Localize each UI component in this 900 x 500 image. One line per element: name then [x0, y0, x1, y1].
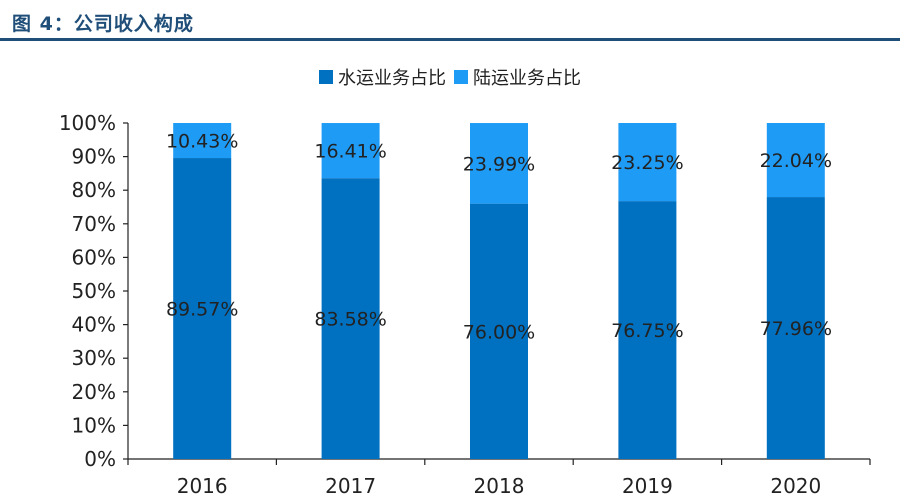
title-divider: [0, 38, 900, 41]
figure-header: 图 4：公司收入构成: [0, 0, 900, 41]
data-label-water-2019: 76.75%: [611, 320, 683, 342]
bar-land-2018: [470, 123, 528, 204]
bar-land-2016: [173, 123, 232, 159]
y-tick-label: 40%: [72, 313, 116, 337]
y-tick-label: 60%: [72, 245, 116, 269]
bar-water-2019: [618, 201, 677, 459]
y-tick-label: 70%: [72, 212, 116, 236]
y-tick-label: 100%: [59, 111, 116, 135]
legend-label-land: 陆运业务占比: [473, 68, 581, 89]
data-label-water-2020: 77.96%: [760, 318, 832, 340]
x-tick-label: 2019: [622, 474, 673, 498]
y-tick-label: 0%: [84, 447, 116, 471]
legend-item-water: 水运业务占比: [319, 64, 446, 90]
y-tick-label: 30%: [72, 346, 116, 370]
legend-label-water: 水运业务占比: [338, 68, 446, 89]
x-tick-label: 2017: [325, 474, 376, 498]
data-label-land-2016: 10.43%: [166, 131, 238, 153]
chart-legend: 水运业务占比 陆运业务占比: [0, 64, 900, 90]
data-label-water-2018: 76.00%: [463, 321, 535, 343]
legend-swatch-land: [454, 70, 468, 84]
bar-water-2017: [321, 178, 380, 459]
bar-water-2018: [470, 203, 528, 459]
bar-land-2019: [618, 123, 677, 202]
x-tick-label: 2018: [474, 474, 525, 498]
y-tick-label: 50%: [72, 279, 116, 303]
data-label-land-2017: 16.41%: [314, 141, 386, 163]
legend-item-land: 陆运业务占比: [454, 64, 581, 90]
x-tick-label: 2016: [177, 474, 228, 498]
y-tick-label: 10%: [72, 413, 116, 437]
y-tick-label: 90%: [72, 145, 116, 169]
figure-title: 图 4：公司收入构成: [12, 13, 194, 35]
data-label-water-2016: 89.57%: [166, 299, 238, 321]
bar-land-2017: [321, 123, 380, 179]
y-tick-label: 80%: [72, 178, 116, 202]
bar-land-2020: [766, 123, 825, 198]
data-label-land-2019: 23.25%: [611, 152, 683, 174]
x-tick-label: 2020: [770, 474, 821, 498]
data-label-water-2017: 83.58%: [314, 309, 386, 331]
y-tick-label: 20%: [72, 380, 116, 404]
legend-swatch-water: [319, 70, 333, 84]
data-label-land-2020: 22.04%: [760, 150, 832, 172]
bar-water-2016: [173, 158, 232, 459]
data-label-land-2018: 23.99%: [463, 153, 535, 175]
bar-water-2020: [766, 197, 825, 460]
